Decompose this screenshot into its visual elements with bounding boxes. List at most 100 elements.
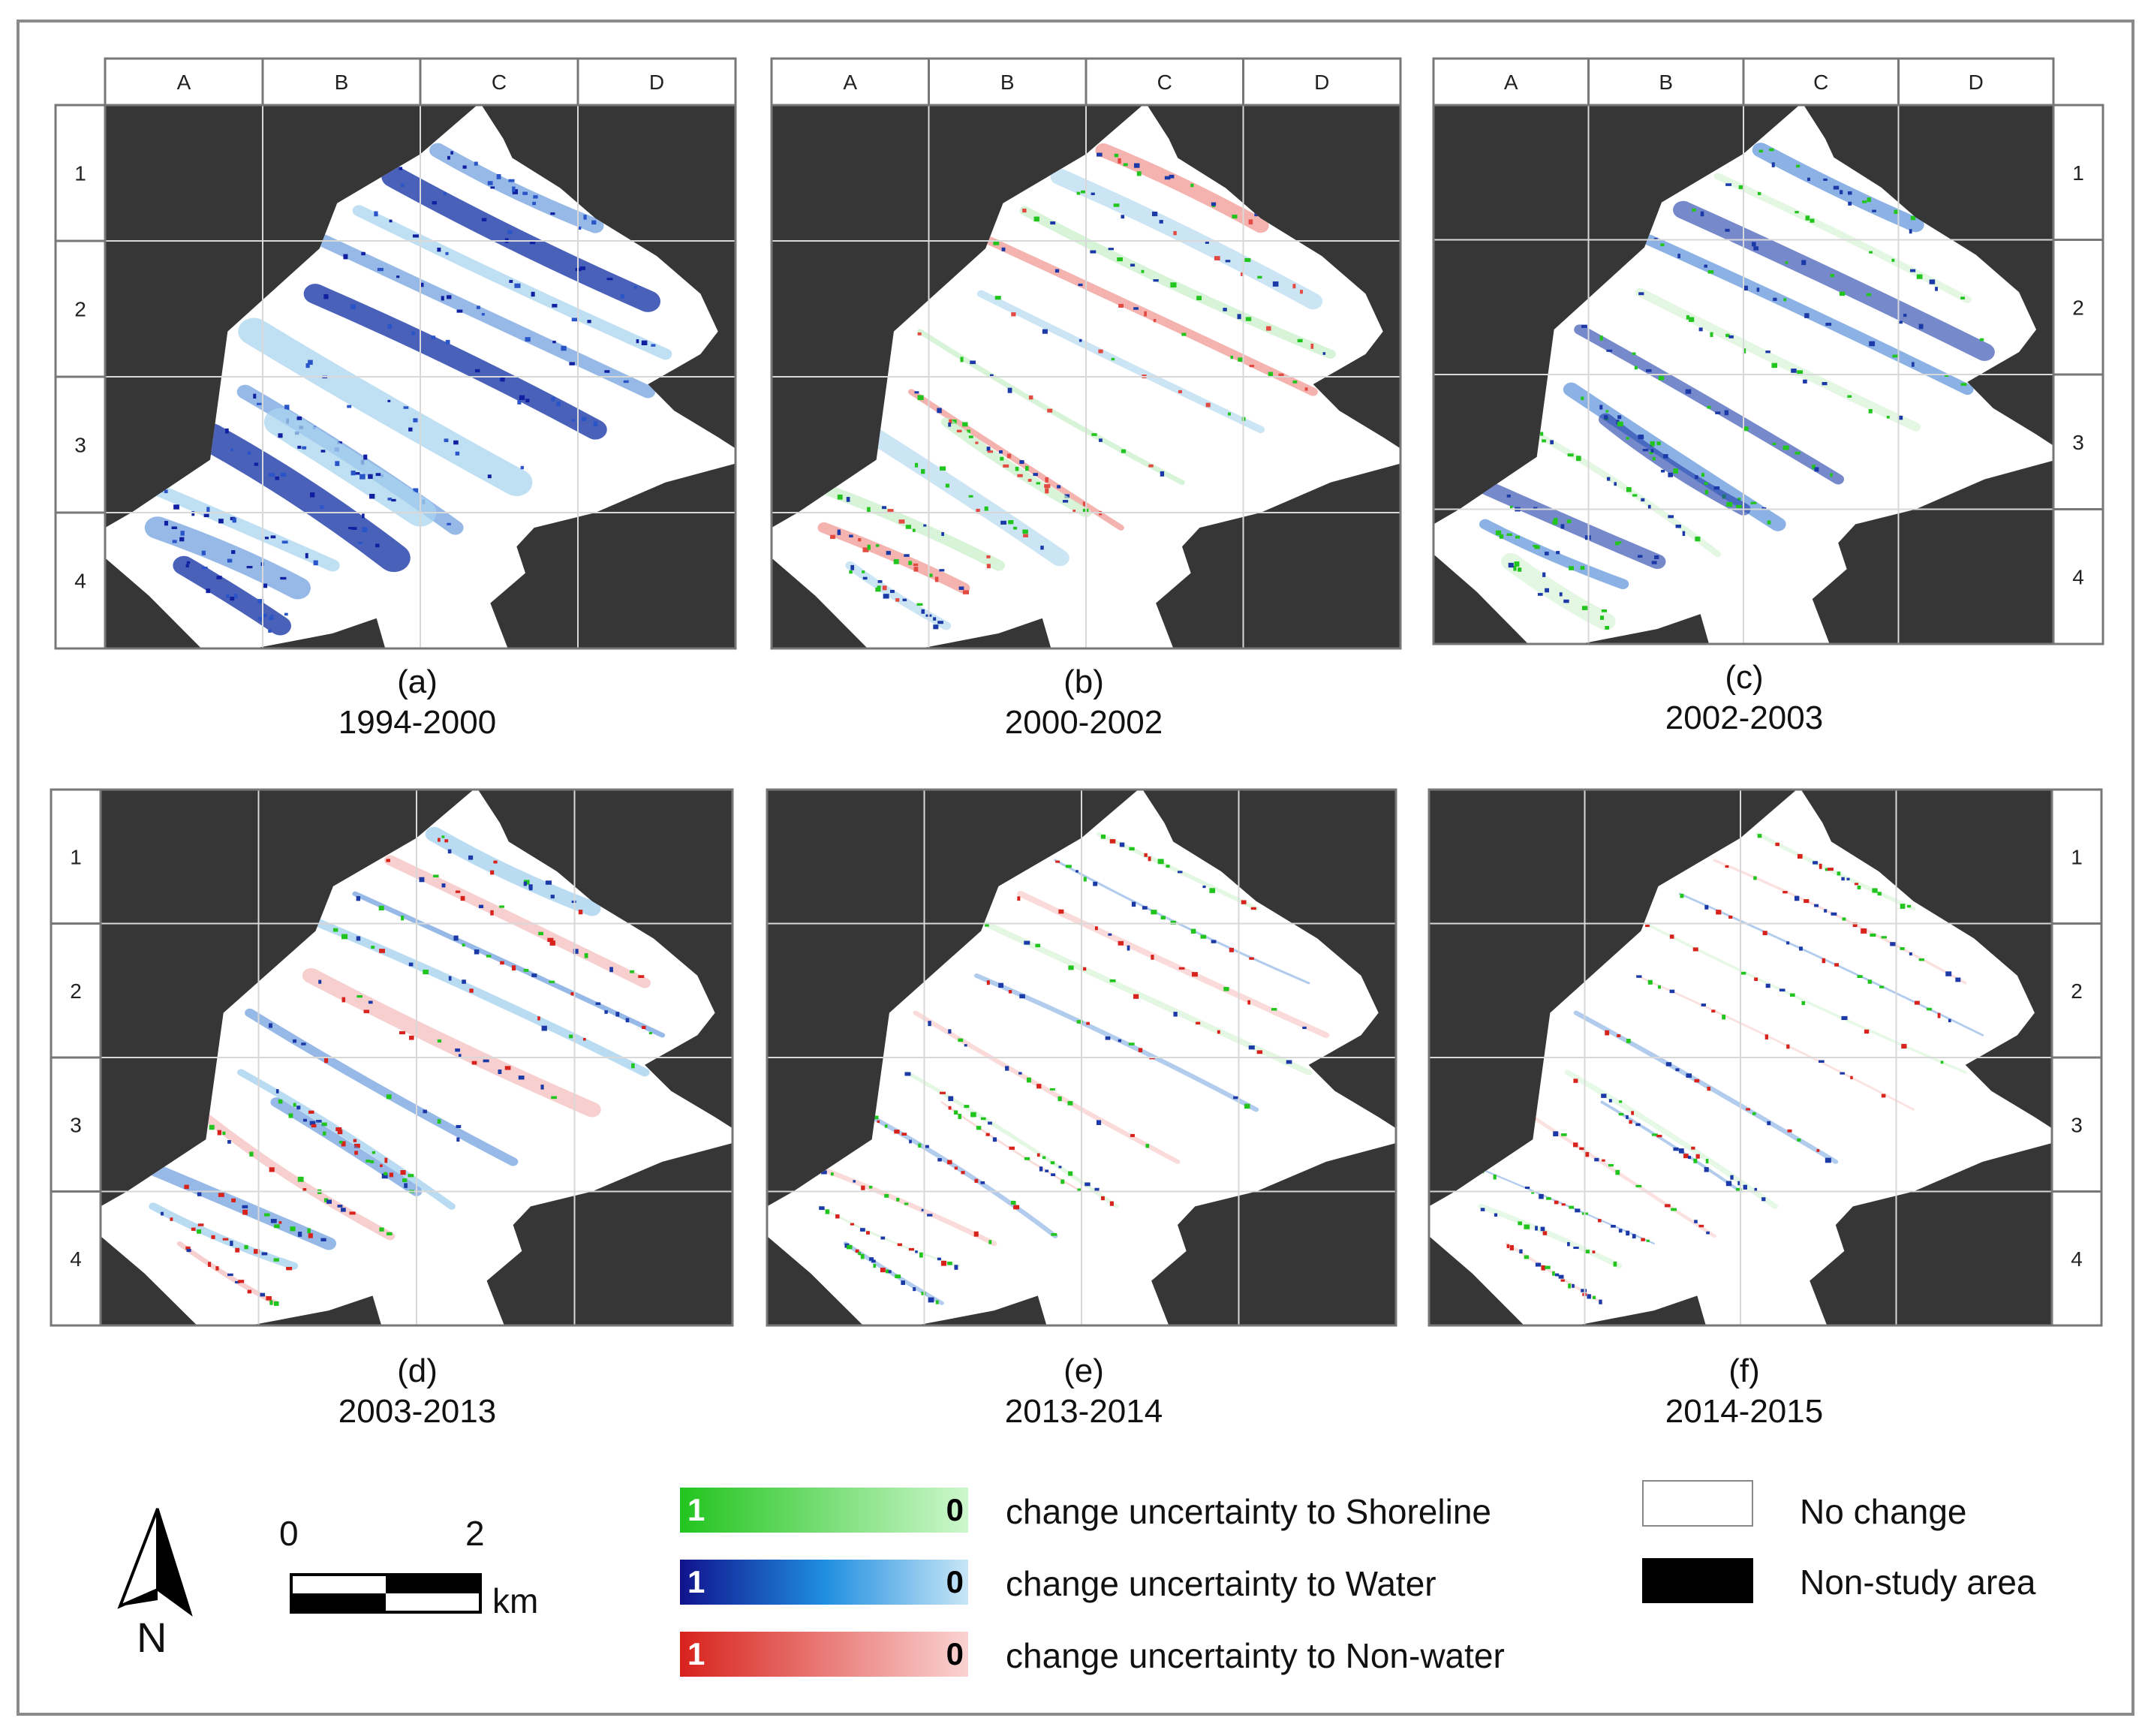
change-pixel: [1310, 343, 1314, 349]
change-pixel: [1111, 357, 1115, 361]
change-pixel: [1728, 335, 1734, 338]
change-pixel: [1153, 319, 1157, 323]
change-pixel: [604, 1010, 608, 1014]
change-pixel: [391, 498, 396, 502]
change-pixel: [998, 982, 1003, 988]
change-pixel: [1891, 258, 1895, 262]
change-pixel: [917, 332, 922, 335]
change-pixel: [1615, 1169, 1620, 1175]
change-pixel: [1641, 498, 1645, 502]
grid-lines: [1433, 105, 2053, 644]
change-pixel: [437, 247, 441, 252]
change-pixel: [837, 495, 843, 500]
change-pixel: [884, 1193, 889, 1198]
caption-d-label: (d): [397, 1352, 438, 1389]
change-pixel: [1767, 1121, 1771, 1126]
change-pixel: [1660, 243, 1665, 247]
change-pixel: [386, 1232, 393, 1235]
change-pixel: [230, 1241, 233, 1246]
change-pixel: [1202, 885, 1206, 889]
scale-start: 0: [279, 1514, 299, 1553]
change-pixel: [458, 1054, 462, 1058]
change-pixel: [460, 895, 465, 901]
change-pixel: [1042, 1156, 1046, 1160]
change-pixel: [1694, 1220, 1698, 1223]
caption-e-label: (e): [1063, 1352, 1104, 1389]
change-pixel: [1540, 432, 1544, 436]
change-pixel: [884, 1124, 888, 1128]
change-pixel: [875, 587, 881, 592]
change-pixel: [222, 1131, 226, 1136]
change-pixel: [1128, 1043, 1135, 1046]
water-low: 0: [946, 1564, 964, 1599]
change-pixel: [445, 339, 450, 344]
change-pixel: [207, 1262, 212, 1267]
change-pixel: [849, 534, 853, 538]
change-pixel: [261, 613, 267, 618]
change-pixel: [1553, 1131, 1559, 1137]
change-pixel: [1743, 426, 1749, 432]
change-pixel: [1587, 1294, 1591, 1299]
change-pixel: [379, 949, 386, 953]
change-pixel: [1704, 1167, 1709, 1172]
change-pixel: [1062, 500, 1069, 503]
change-pixel: [269, 473, 275, 477]
change-pixel: [1740, 971, 1746, 975]
change-pixel: [1752, 1112, 1756, 1115]
change-pixel: [201, 550, 206, 555]
map-svg-c: A B C D 1 2 3 4: [1432, 57, 2104, 645]
change-pixel: [947, 1160, 952, 1165]
change-pixel: [883, 594, 889, 599]
change-pixel: [1036, 482, 1041, 485]
change-pixel: [1539, 1193, 1544, 1199]
change-pixel: [191, 511, 195, 516]
change-pixel: [230, 597, 235, 601]
change-pixel: [455, 451, 460, 456]
change-pixel: [1772, 442, 1776, 445]
row-header-label: 2: [2072, 296, 2084, 319]
change-pixel: [967, 429, 970, 434]
row-header-label: 3: [70, 1113, 82, 1136]
col-header-cell: [1742, 57, 1900, 107]
map-svg-b: A B C D: [770, 57, 1402, 650]
change-pixel: [387, 399, 391, 402]
change-pixel: [573, 949, 579, 954]
change-pixel: [1033, 473, 1039, 477]
change-pixel: [1145, 1144, 1150, 1148]
change-pixel: [1256, 1050, 1263, 1055]
change-pixel: [1535, 1262, 1542, 1267]
row-header-cell: [2050, 1190, 2103, 1327]
change-pixel: [1827, 868, 1834, 871]
change-pixel: [1848, 191, 1852, 195]
change-ribbon: [1600, 1100, 1743, 1193]
change-pixel: [970, 1112, 976, 1118]
change-pixel: [914, 462, 919, 468]
change-pixel: [496, 174, 501, 179]
change-pixel: [921, 1208, 925, 1211]
non-study-label: Non-study area: [1800, 1563, 2036, 1602]
change-pixel: [343, 254, 348, 260]
change-pixel: [581, 417, 587, 422]
change-pixel: [1824, 909, 1828, 913]
change-pixel: [1049, 1088, 1055, 1091]
change-pixel: [378, 905, 384, 911]
change-pixel: [326, 1199, 332, 1204]
change-pixel: [341, 934, 348, 940]
change-pixel: [211, 1235, 215, 1239]
change-pixel: [1726, 501, 1733, 507]
change-ribbon: [1635, 287, 1921, 432]
change-pixel: [1861, 928, 1867, 934]
change-pixel: [1173, 1012, 1178, 1017]
change-pixel: [1848, 201, 1852, 206]
change-pixel: [625, 1018, 630, 1023]
change-pixel: [1617, 421, 1623, 427]
change-pixel: [1494, 1213, 1498, 1217]
change-pixel: [186, 1249, 191, 1253]
change-pixel: [648, 1032, 652, 1035]
change-pixel: [403, 406, 409, 409]
change-pixel: [1151, 910, 1157, 915]
change-pixel: [591, 220, 597, 225]
change-pixel: [1581, 396, 1584, 400]
change-pixel: [1842, 917, 1846, 921]
change-pixel: [916, 603, 923, 606]
